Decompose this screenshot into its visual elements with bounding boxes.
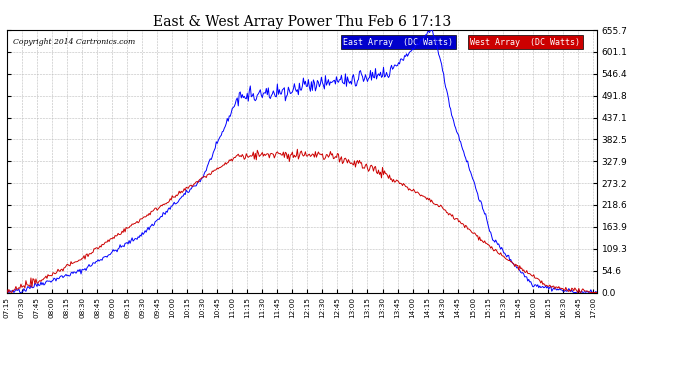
- Title: East & West Array Power Thu Feb 6 17:13: East & West Array Power Thu Feb 6 17:13: [152, 15, 451, 29]
- Text: Copyright 2014 Cartronics.com: Copyright 2014 Cartronics.com: [13, 38, 135, 46]
- Text: West Array  (DC Watts): West Array (DC Watts): [470, 38, 580, 47]
- Text: East Array  (DC Watts): East Array (DC Watts): [343, 38, 453, 47]
